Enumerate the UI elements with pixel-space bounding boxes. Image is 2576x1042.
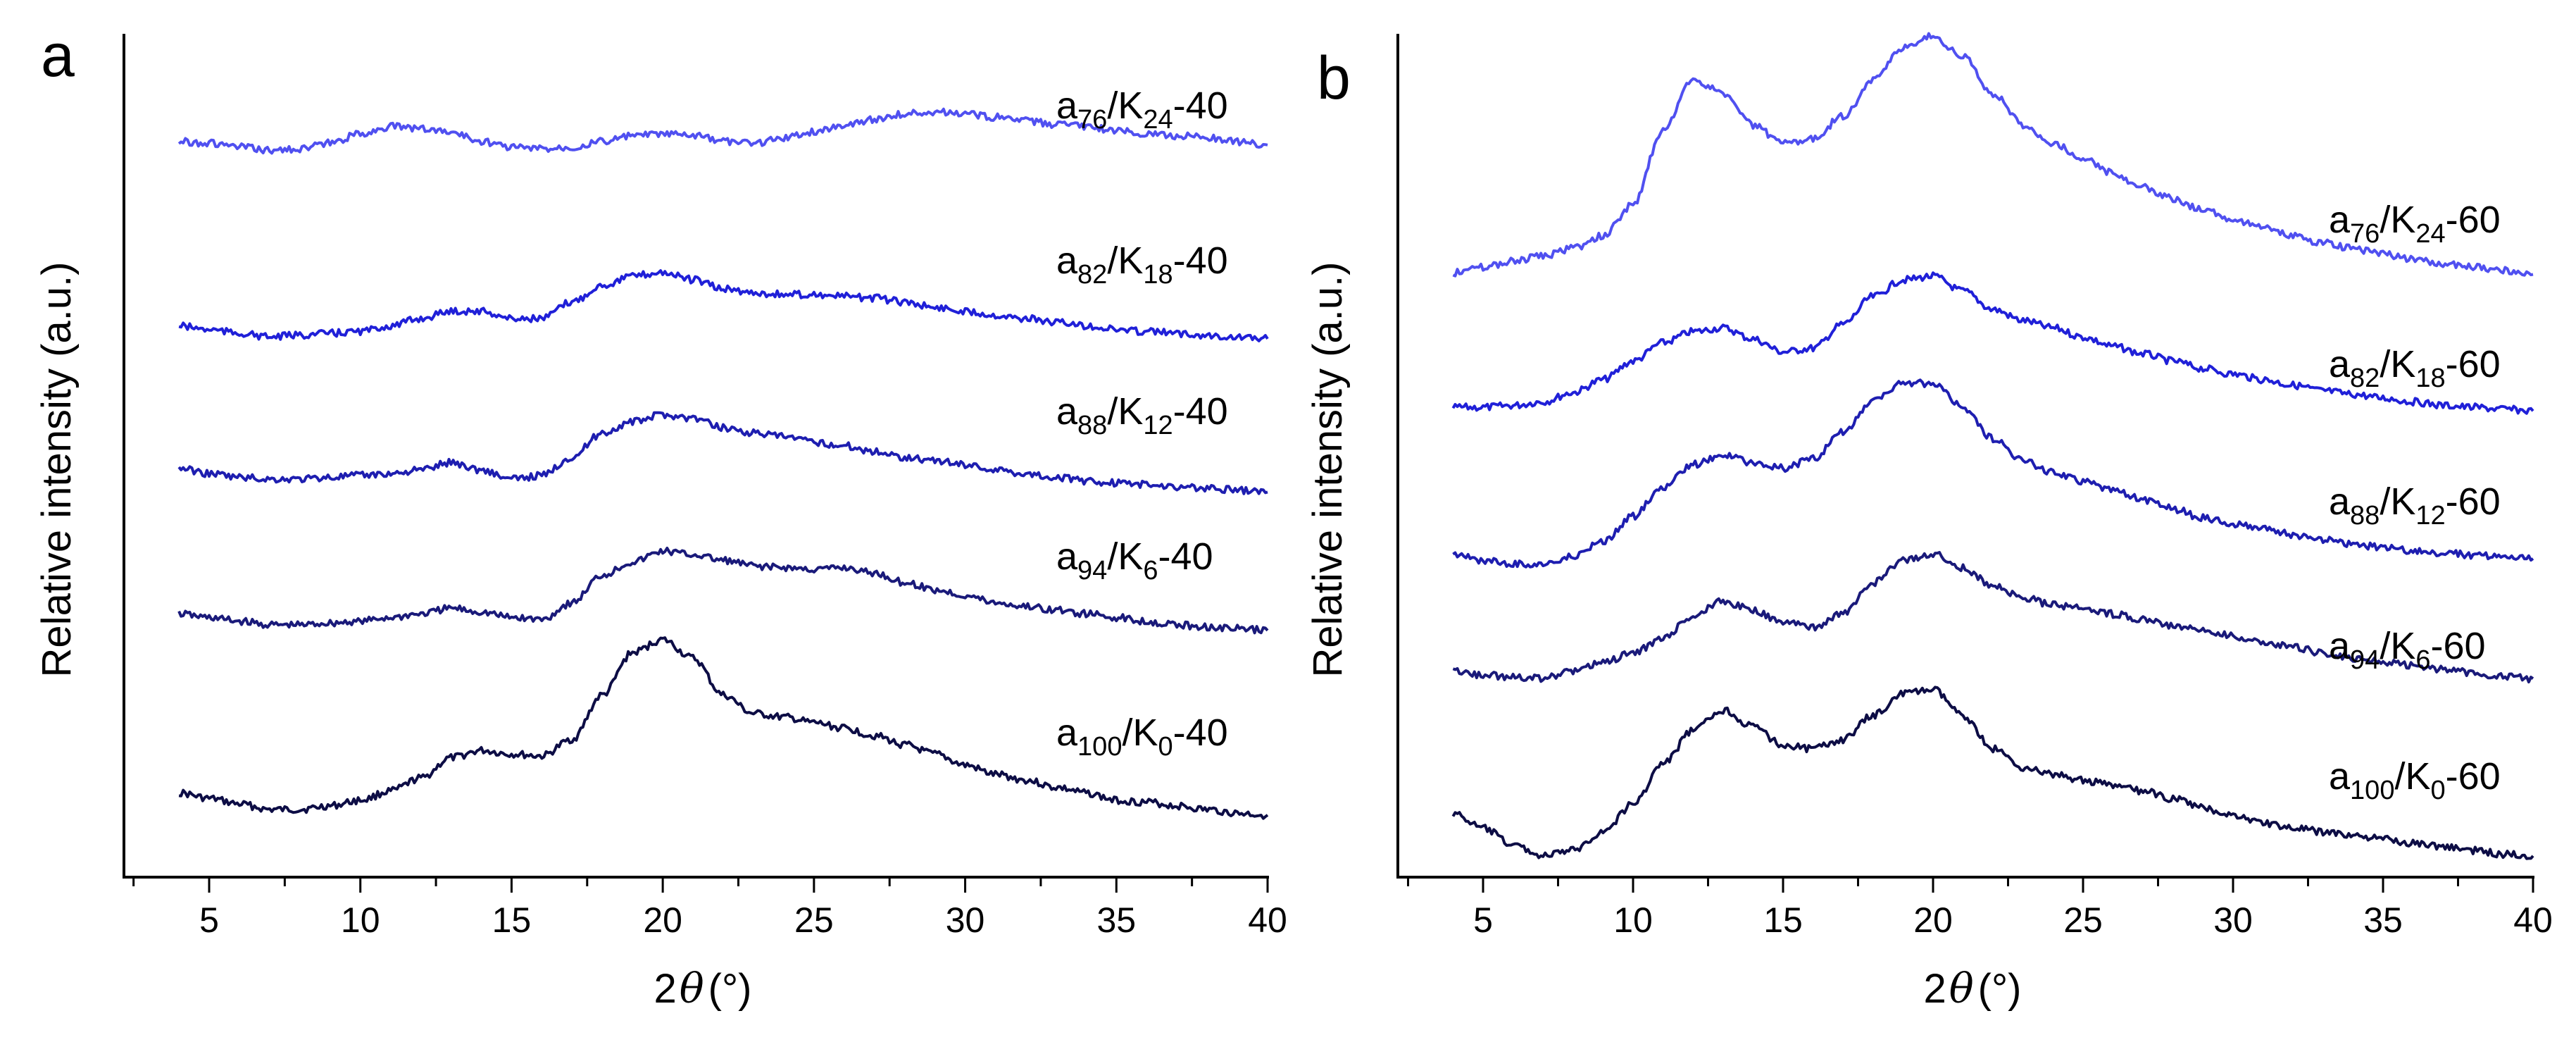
series-label: a82/K18-60 <box>2329 343 2501 393</box>
x-tick-label: 35 <box>2363 900 2403 940</box>
chart-panel-a: a 5 10 15 20 25 30 35 40 2θ (°) Relative intensity … <box>34 22 1287 1012</box>
y-axis-title: Relative intensity (a.u.) <box>1305 262 1351 678</box>
series-label: a76/K24-60 <box>2329 199 2501 249</box>
series-label: a94/K6-40 <box>1056 535 1213 585</box>
series-label: a82/K18-40 <box>1056 240 1228 290</box>
x-tick-label: 5 <box>199 900 219 940</box>
x-axis-title: 2θ (°) <box>1923 965 2021 1012</box>
series-label: a88/K12-40 <box>1056 390 1228 440</box>
x-tick-label: 10 <box>1613 900 1653 940</box>
series-line <box>1452 551 2534 683</box>
series-line <box>178 269 1269 342</box>
chart-panel-b: b 5 10 15 20 25 30 35 40 2θ (°) Relative intensity … <box>1305 32 2553 1012</box>
y-axis-title: Relative intensity (a.u.) <box>34 262 80 678</box>
x-tick-label: 30 <box>946 900 985 940</box>
x-tick-label: 10 <box>341 900 380 940</box>
x-tick-label: 30 <box>2213 900 2253 940</box>
series-label: a88/K12-60 <box>2329 480 2501 531</box>
panel-letter: a <box>41 22 75 89</box>
panel-letter: b <box>1317 44 1351 112</box>
series-line <box>177 547 1269 635</box>
x-tick-label: 25 <box>794 900 834 940</box>
series-label: a100/K0-60 <box>2329 755 2501 805</box>
series-label: a76/K24-40 <box>1056 85 1228 135</box>
series-label: a100/K0-40 <box>1056 712 1228 762</box>
x-axis-title: 2θ (°) <box>654 965 751 1012</box>
series-line <box>1451 271 2534 415</box>
x-tick-label: 40 <box>1248 900 1287 940</box>
x-tick-label: 40 <box>2513 900 2553 940</box>
x-tick-label: 15 <box>492 900 532 940</box>
series-line <box>1452 32 2534 278</box>
x-tick-label: 20 <box>643 900 682 940</box>
series-label: a94/K6-60 <box>2329 625 2486 675</box>
x-tick-label: 5 <box>1473 900 1493 940</box>
x-tick-label: 20 <box>1913 900 1953 940</box>
series-line <box>177 107 1268 155</box>
series-line <box>1451 686 2534 860</box>
x-tick-label: 15 <box>1763 900 1803 940</box>
series-line <box>1452 378 2534 569</box>
series-line <box>177 411 1268 495</box>
x-tick-label: 25 <box>2063 900 2103 940</box>
x-tick-label: 35 <box>1096 900 1136 940</box>
series-line <box>178 636 1269 820</box>
